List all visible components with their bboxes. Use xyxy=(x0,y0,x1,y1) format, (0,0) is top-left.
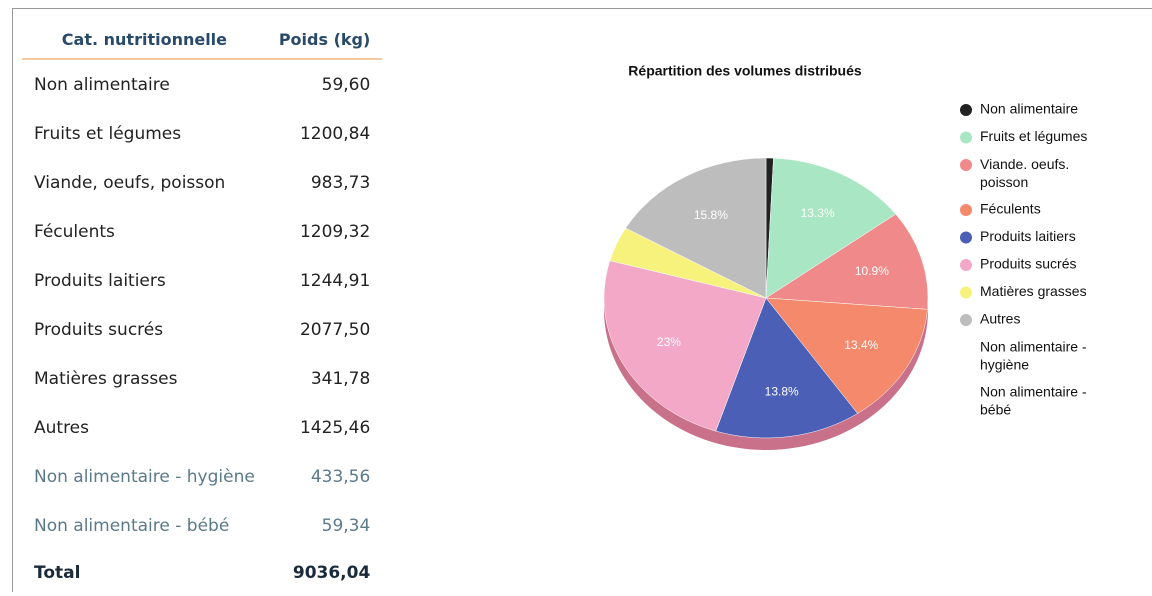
header-row: Cat. nutritionnelle Poids (kg) xyxy=(22,20,383,60)
table-row: Féculents 1209,32 xyxy=(22,207,382,256)
legend-label: Produits laitiers xyxy=(980,228,1076,244)
legend-marker xyxy=(960,259,972,271)
table-body: Non alimentaire 59,60 Fruits et légumes 120… xyxy=(22,59,382,596)
category-cell: Non alimentaire xyxy=(34,74,170,95)
frame xyxy=(12,8,1152,592)
weight-cell: 59,60 xyxy=(321,74,371,95)
header-cell: Poids (kg) xyxy=(266,20,383,60)
slice-label: 23% xyxy=(657,335,681,349)
weight-cell: 1209,32 xyxy=(299,221,371,242)
weight-cell: 1244,91 xyxy=(299,270,371,291)
pie-slice xyxy=(765,213,929,310)
weights-table: Cat. nutritionnelle Poids (kg) Non alime… xyxy=(22,20,383,596)
legend-marker xyxy=(960,104,972,116)
weight-cell: 983,73 xyxy=(310,172,371,193)
table-row: Non alimentaire 59,60 xyxy=(22,59,382,109)
weight-cell: 59,34 xyxy=(321,515,371,536)
legend-marker xyxy=(960,286,972,299)
weight-cell: 2077,50 xyxy=(299,319,371,340)
legend-label: Matières grasses xyxy=(980,283,1087,299)
legend-marker xyxy=(960,231,972,244)
slice-label: 13.8% xyxy=(765,384,799,398)
weight-cell: 1200,84 xyxy=(299,123,371,144)
table-row: Matières grasses 341,78 xyxy=(22,354,382,403)
category-cell: Autres xyxy=(34,417,90,438)
table-row: Autres 1425,46 xyxy=(22,403,382,452)
legend-label: Féculents xyxy=(980,201,1041,217)
table-row: Viande, oeufs, poisson 983,73 xyxy=(22,158,382,207)
legend-marker xyxy=(960,131,972,144)
header-cell: Cat. nutritionnelle xyxy=(22,20,267,60)
slice-label: 10.9% xyxy=(855,264,889,278)
category-cell: Viande, oeufs, poisson xyxy=(34,172,226,193)
legend-label: Viande. oeufs. poisson xyxy=(980,156,1069,190)
weight-cell: 433,56 xyxy=(310,466,371,487)
legend-label: Non alimentaire -hygiène xyxy=(980,338,1087,372)
legend-label: Non alimentaire xyxy=(980,101,1078,117)
category-cell: Non alimentaire - bébé xyxy=(34,515,230,536)
category-cell: Produits laitiers xyxy=(34,270,166,291)
category-cell: Non alimentaire - hygiène xyxy=(34,466,255,487)
slice-label: 13.3% xyxy=(801,206,835,220)
total-row: Total 9036,04 xyxy=(22,550,382,596)
total-label: Total xyxy=(34,563,81,583)
category-cell: Produits sucrés xyxy=(34,319,164,340)
pie-slice xyxy=(765,297,928,414)
table-row: Produits laitiers 1244,91 xyxy=(22,256,382,305)
legend-marker xyxy=(960,314,972,326)
pie-slice xyxy=(765,157,897,299)
legend-label: Produits sucrés xyxy=(980,256,1076,272)
pie-slice xyxy=(715,297,858,439)
weight-cell: 341,78 xyxy=(310,368,371,389)
slice-label: 13.4% xyxy=(844,338,878,352)
pie-slice xyxy=(603,260,767,432)
slice-label: 15.8% xyxy=(694,208,728,222)
pie-slice xyxy=(625,157,767,299)
table-row: Non alimentaire - bébé 59,34 xyxy=(22,501,382,550)
category-cell: Féculents xyxy=(34,221,115,242)
legend-label: Autres xyxy=(980,311,1020,327)
category-cell: Fruits et légumes xyxy=(34,123,182,144)
table-row: Produits sucrés 2077,50 xyxy=(22,305,382,354)
legend-label: Fruits et légumes xyxy=(980,128,1087,144)
total-value: 9036,04 xyxy=(292,563,371,583)
table-row: Non alimentaire - hygiène 433,56 xyxy=(22,452,382,501)
table-row: Fruits et légumes 1200,84 xyxy=(22,109,382,158)
chart-title: Répartition des volumes distribués xyxy=(628,63,862,79)
legend-label: Non alimentaire -bébé xyxy=(980,383,1087,417)
category-cell: Matières grasses xyxy=(34,368,178,389)
legend-marker xyxy=(960,204,972,216)
weight-cell: 1425,46 xyxy=(299,417,371,438)
legend-marker xyxy=(960,159,972,171)
